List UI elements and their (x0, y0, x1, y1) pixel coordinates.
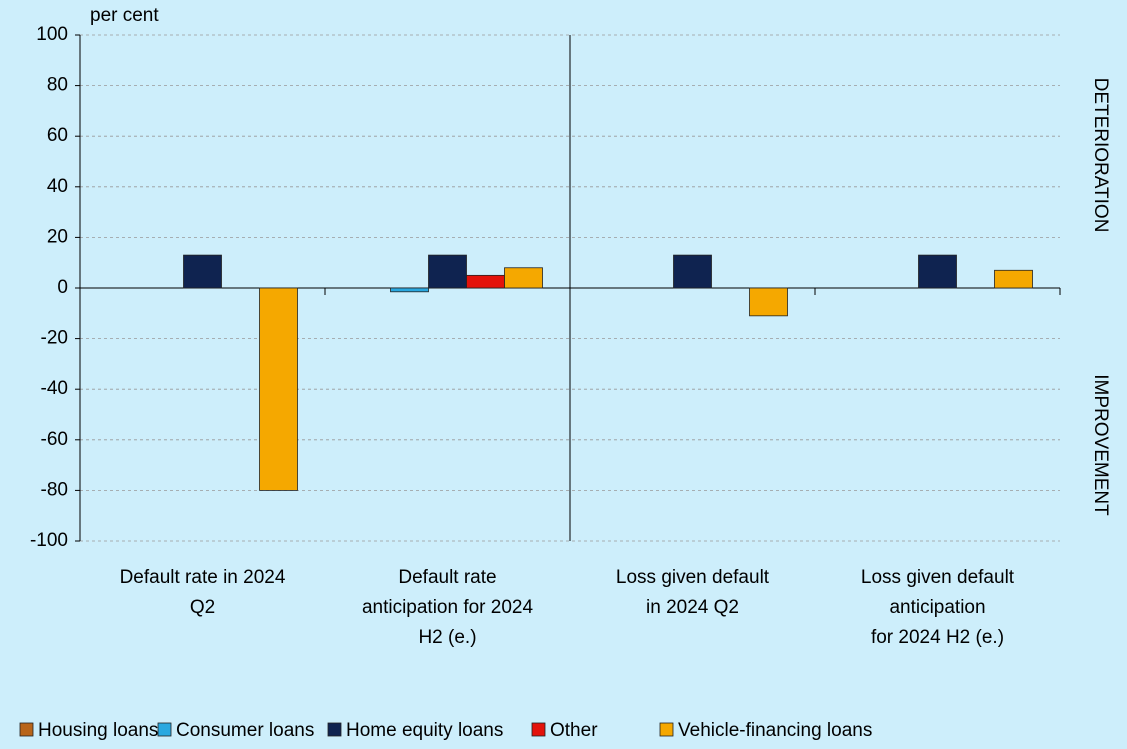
y-tick-label: 80 (47, 75, 68, 96)
x-tick-label: Default rate anticipation for 2024 H2 (e.) (362, 567, 534, 648)
y-tick-label: 0 (57, 277, 68, 298)
bar (673, 254, 712, 289)
y-tick-label: -60 (41, 429, 68, 450)
bar (183, 254, 222, 289)
legend-label: Home equity loans (346, 720, 503, 741)
y-tick-label: 20 (47, 226, 68, 247)
annotation: DETERIORATION (1090, 78, 1111, 233)
bar (390, 287, 429, 293)
y-tick-label: -80 (41, 479, 68, 500)
bar (466, 274, 505, 289)
bar (918, 254, 957, 289)
bar (749, 287, 788, 317)
legend-label: Vehicle-financing loans (678, 720, 872, 741)
legend-label: Consumer loans (176, 720, 314, 741)
bar (994, 269, 1033, 289)
y-tick-label: 60 (47, 125, 68, 146)
legend-swatch (19, 722, 34, 737)
legend-label: Other (550, 720, 598, 741)
annotation: IMPROVEMENT (1090, 374, 1111, 516)
y-axis-label: per cent (90, 5, 159, 26)
y-tick-label: -100 (30, 530, 68, 551)
legend-swatch (327, 722, 342, 737)
y-tick-label: -40 (41, 378, 68, 399)
legend-label: Housing loans (38, 720, 158, 741)
bar (504, 267, 543, 289)
y-tick-label: -20 (41, 328, 68, 349)
x-tick-label: Loss given default in 2024 Q2 (616, 567, 770, 618)
x-tick-label: Default rate in 2024 Q2 (120, 567, 286, 618)
x-tick-label: Loss given default anticipation for 2024 H… (861, 567, 1015, 648)
legend-swatch (659, 722, 674, 737)
legend-swatch (531, 722, 546, 737)
y-tick-label: 40 (47, 176, 68, 197)
bar (428, 254, 467, 289)
y-tick-label: 100 (36, 24, 68, 45)
bar (259, 287, 298, 491)
legend-swatch (157, 722, 172, 737)
